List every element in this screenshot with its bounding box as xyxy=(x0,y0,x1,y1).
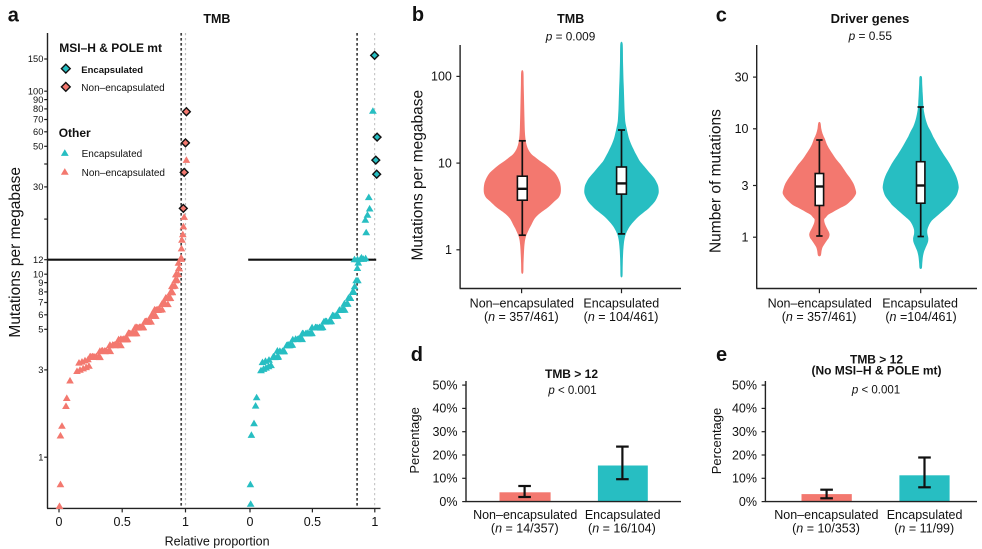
svg-text:Non–encapsulated: Non–encapsulated xyxy=(82,168,165,179)
svg-text:1: 1 xyxy=(742,231,749,245)
svg-text:70: 70 xyxy=(33,115,43,125)
svg-text:0%: 0% xyxy=(439,495,457,509)
svg-text:30%: 30% xyxy=(732,425,757,439)
svg-text:0.5: 0.5 xyxy=(304,515,321,529)
svg-text:Encapsulated: Encapsulated xyxy=(882,297,958,311)
svg-text:Driver genes: Driver genes xyxy=(831,11,910,26)
svg-text:1: 1 xyxy=(38,452,43,462)
svg-text:MSI–H & POLE mt: MSI–H & POLE mt xyxy=(59,41,162,55)
svg-text:40%: 40% xyxy=(732,402,757,416)
svg-text:40%: 40% xyxy=(432,402,457,416)
svg-text:90: 90 xyxy=(33,95,43,105)
svg-text:Relative proportion: Relative proportion xyxy=(165,535,270,549)
svg-text:10: 10 xyxy=(735,122,749,136)
svg-text:20%: 20% xyxy=(432,448,457,462)
svg-text:(n = 16/104): (n = 16/104) xyxy=(588,522,656,536)
svg-text:(n = 11/99): (n = 11/99) xyxy=(894,522,954,536)
svg-text:30%: 30% xyxy=(432,425,457,439)
svg-text:12: 12 xyxy=(33,255,43,265)
svg-text:(n = 357/461): (n = 357/461) xyxy=(484,310,559,324)
svg-text:Percentage: Percentage xyxy=(407,407,422,474)
svg-text:100: 100 xyxy=(431,70,452,84)
svg-text:TMB > 12: TMB > 12 xyxy=(545,367,598,381)
svg-text:TMB: TMB xyxy=(203,12,230,26)
svg-text:6: 6 xyxy=(38,310,43,320)
svg-text:TMB > 12: TMB > 12 xyxy=(850,352,903,366)
svg-text:(n =104/461): (n =104/461) xyxy=(885,310,956,324)
svg-text:p = 0.55: p = 0.55 xyxy=(848,29,893,43)
svg-text:Non–encapsulated: Non–encapsulated xyxy=(81,83,164,94)
svg-text:p = 0.009: p = 0.009 xyxy=(545,29,596,43)
svg-text:0.5: 0.5 xyxy=(114,515,131,529)
svg-text:p < 0.001: p < 0.001 xyxy=(851,384,900,396)
svg-text:100: 100 xyxy=(28,86,44,96)
svg-text:(No MSI–H & POLE mt): (No MSI–H & POLE mt) xyxy=(811,363,941,377)
svg-text:0%: 0% xyxy=(739,495,757,509)
svg-text:9: 9 xyxy=(38,278,43,288)
svg-text:10: 10 xyxy=(33,269,43,279)
svg-text:1: 1 xyxy=(371,515,378,529)
svg-text:Non–encapsulated: Non–encapsulated xyxy=(768,297,872,311)
svg-text:Encapsulated: Encapsulated xyxy=(583,297,659,311)
svg-text:60: 60 xyxy=(33,127,43,137)
svg-text:0: 0 xyxy=(247,515,254,529)
svg-text:Non–encapsulated: Non–encapsulated xyxy=(470,297,574,311)
svg-text:(n = 104/461): (n = 104/461) xyxy=(584,310,659,324)
svg-text:50: 50 xyxy=(33,141,43,151)
svg-text:(n = 10/353): (n = 10/353) xyxy=(792,522,860,536)
svg-text:Number of mutations: Number of mutations xyxy=(708,109,725,253)
svg-text:50%: 50% xyxy=(732,378,757,392)
svg-text:150: 150 xyxy=(28,54,44,64)
svg-text:10%: 10% xyxy=(732,472,757,486)
svg-text:10%: 10% xyxy=(432,472,457,486)
svg-text:3: 3 xyxy=(742,179,749,193)
svg-text:Encapsulated: Encapsulated xyxy=(585,508,661,522)
svg-text:7: 7 xyxy=(38,298,43,308)
svg-text:80: 80 xyxy=(33,104,43,114)
svg-text:Non–encapsulated: Non–encapsulated xyxy=(473,508,577,522)
svg-text:0: 0 xyxy=(56,515,63,529)
svg-text:30: 30 xyxy=(33,182,43,192)
svg-text:3: 3 xyxy=(38,365,43,375)
svg-text:1: 1 xyxy=(182,515,189,529)
svg-text:Non–encapsulated: Non–encapsulated xyxy=(774,508,878,522)
svg-text:Encapsulated: Encapsulated xyxy=(81,65,143,76)
svg-text:c: c xyxy=(716,5,727,27)
svg-text:Percentage: Percentage xyxy=(709,408,724,475)
svg-text:1: 1 xyxy=(445,243,452,257)
svg-text:8: 8 xyxy=(38,287,43,297)
svg-text:Encapsulated: Encapsulated xyxy=(887,508,963,522)
svg-text:10: 10 xyxy=(438,156,452,170)
svg-text:Encapsulated: Encapsulated xyxy=(82,149,143,160)
svg-text:b: b xyxy=(412,4,424,26)
svg-text:30: 30 xyxy=(735,70,749,84)
svg-text:a: a xyxy=(8,4,20,26)
svg-text:(n = 357/461): (n = 357/461) xyxy=(782,310,857,324)
svg-text:p < 0.001: p < 0.001 xyxy=(547,385,596,397)
svg-text:Mutations per megabase: Mutations per megabase xyxy=(7,167,24,338)
svg-text:Other: Other xyxy=(59,126,91,140)
svg-text:(n = 14/357): (n = 14/357) xyxy=(491,522,559,536)
svg-text:TMB: TMB xyxy=(557,12,584,26)
svg-text:20%: 20% xyxy=(732,448,757,462)
svg-text:5: 5 xyxy=(38,324,43,334)
svg-text:d: d xyxy=(411,344,423,366)
svg-text:e: e xyxy=(716,344,727,366)
svg-text:Mutations per megabase: Mutations per megabase xyxy=(409,90,426,261)
svg-text:50%: 50% xyxy=(432,378,457,392)
